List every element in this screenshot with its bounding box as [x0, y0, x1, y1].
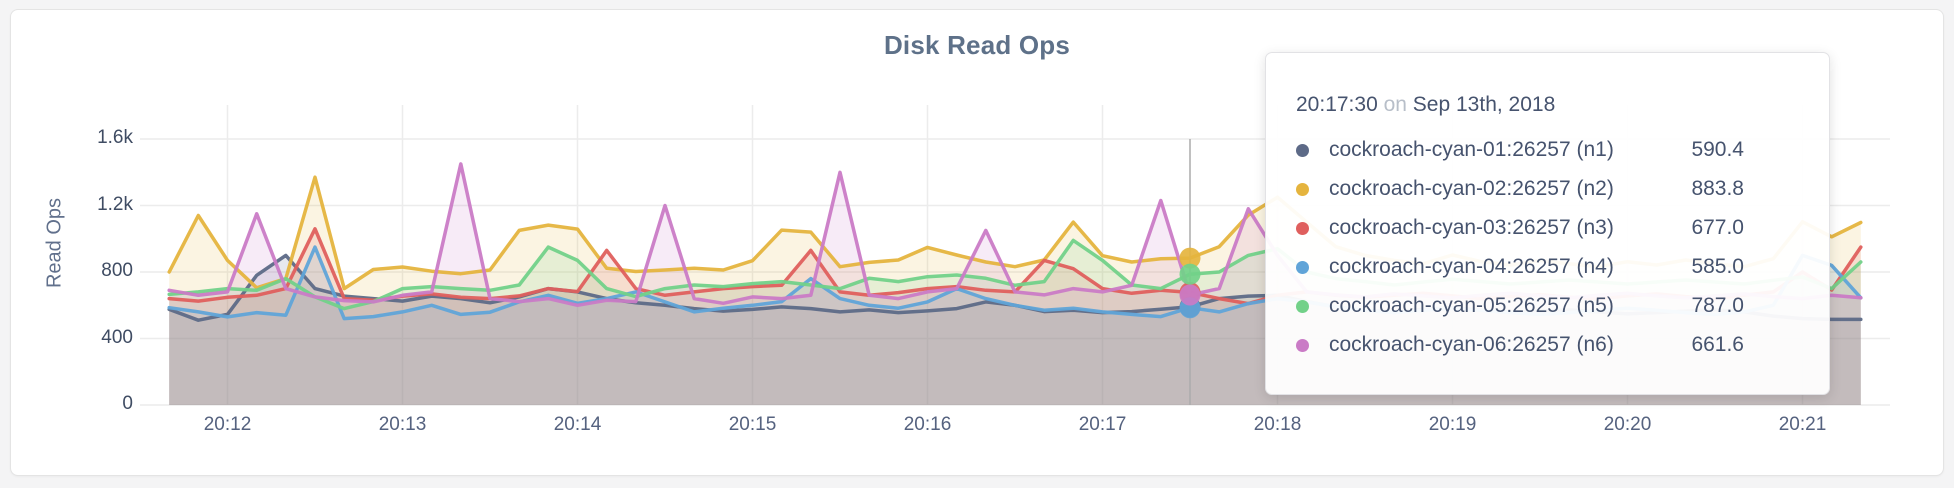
series-name-label: cockroach-cyan-06:26257 (n6) [1329, 333, 1614, 356]
series-color-dot-n1 [1296, 143, 1309, 157]
series-value: 883.8 [1691, 177, 1744, 200]
tooltip-conjunction: on [1383, 93, 1407, 116]
series-color-dot-n2 [1296, 182, 1309, 196]
tooltip-time: 20:17:30 [1296, 93, 1378, 116]
x-tick-label-20:18: 20:18 [1253, 414, 1302, 435]
tooltip-date: Sep 13th, 2018 [1412, 93, 1556, 116]
tooltip-row-n4: cockroach-cyan-04:26257 (n4) 585.0 [1296, 255, 1799, 278]
tooltip-row-n1: cockroach-cyan-01:26257 (n1) 590.4 [1296, 138, 1799, 161]
series-color-dot-n4 [1296, 260, 1309, 274]
x-tick-label-20:12: 20:12 [203, 414, 252, 435]
y-tick-label-800: 800 [101, 260, 133, 281]
series-value: 661.6 [1691, 333, 1744, 356]
x-tick-label-20:15: 20:15 [728, 414, 777, 435]
hover-dot-n5 [1179, 263, 1201, 285]
series-value: 677.0 [1691, 216, 1744, 239]
x-tick-label-20:14: 20:14 [553, 414, 602, 435]
x-tick-label-20:13: 20:13 [378, 414, 427, 435]
series-color-dot-n5 [1296, 299, 1309, 313]
hover-dot-n6 [1179, 284, 1201, 306]
series-value: 787.0 [1691, 294, 1744, 317]
tooltip-row-n6: cockroach-cyan-06:26257 (n6) 661.6 [1296, 333, 1799, 356]
series-name-label: cockroach-cyan-02:26257 (n2) [1329, 177, 1614, 200]
series-color-dot-n3 [1296, 221, 1309, 235]
series-color-dot-n6 [1296, 338, 1309, 352]
y-tick-label-1.2k: 1.2k [97, 193, 133, 215]
series-value: 585.0 [1691, 255, 1744, 278]
series-name-label: cockroach-cyan-01:26257 (n1) [1329, 138, 1614, 161]
x-tick-label-20:19: 20:19 [1428, 414, 1477, 435]
chart-title: Disk Read Ops [883, 30, 1071, 60]
tooltip-row-n3: cockroach-cyan-03:26257 (n3) 677.0 [1296, 216, 1799, 239]
series-name-label: cockroach-cyan-03:26257 (n3) [1329, 216, 1614, 239]
y-tick-label-1.6k: 1.6k [97, 127, 133, 148]
x-tick-label-20:21: 20:21 [1778, 414, 1827, 435]
hover-dot-n2 [1179, 247, 1201, 269]
x-tick-label-20:17: 20:17 [1078, 414, 1127, 435]
tooltip-row-n2: cockroach-cyan-02:26257 (n2) 883.8 [1296, 177, 1799, 200]
tooltip-row-n5: cockroach-cyan-05:26257 (n5) 787.0 [1296, 294, 1799, 317]
tooltip-rows: cockroach-cyan-01:26257 (n1) 590.4 cockroa… [1296, 138, 1799, 356]
series-value: 590.4 [1691, 138, 1744, 161]
series-name-label: cockroach-cyan-05:26257 (n5) [1329, 294, 1614, 317]
hover-tooltip: 20:17:30 on Sep 13th, 2018 cockroach-cya… [1265, 52, 1830, 395]
tooltip-header: 20:17:30 on Sep 13th, 2018 [1296, 93, 1799, 117]
hover-dots [1179, 247, 1201, 319]
x-tick-label-20:20: 20:20 [1603, 414, 1652, 435]
y-tick-label-400: 400 [101, 326, 133, 348]
series-name-label: cockroach-cyan-04:26257 (n4) [1329, 255, 1614, 278]
y-tick-label-0: 0 [122, 393, 133, 414]
x-tick-label-20:16: 20:16 [903, 414, 952, 435]
